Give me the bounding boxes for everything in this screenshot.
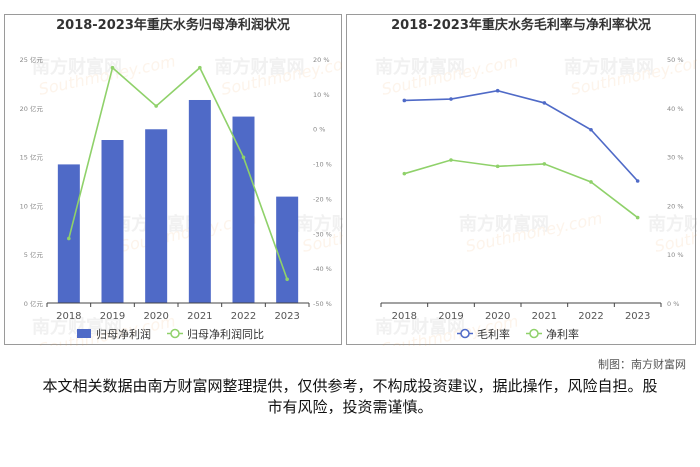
watermark-text: 南方财富网 bbox=[32, 316, 122, 338]
x-tick-label: 2018 bbox=[392, 311, 417, 322]
legend-label: 毛利率 bbox=[477, 327, 510, 341]
x-tick-label: 2022 bbox=[578, 311, 603, 322]
x-tick-label: 2023 bbox=[274, 311, 299, 322]
line-point bbox=[241, 155, 246, 160]
bar bbox=[232, 116, 255, 303]
watermark-text: 南方财富网 bbox=[296, 213, 343, 235]
line-point bbox=[449, 158, 453, 162]
chart-credit: 制图：南方财富网 bbox=[598, 358, 686, 371]
line-point bbox=[495, 164, 500, 169]
right-axis-tick-label: 50 % bbox=[667, 56, 684, 64]
bar bbox=[57, 164, 80, 303]
line-point bbox=[198, 65, 202, 70]
right-axis-tick-label: 0 % bbox=[313, 126, 325, 134]
right-axis-tick-label: 10 % bbox=[313, 91, 330, 99]
line-point bbox=[154, 104, 158, 108]
series-line bbox=[404, 89, 639, 182]
left-axis-tick-label: 5 亿元 bbox=[24, 250, 44, 259]
right-axis-tick-label: 10 % bbox=[667, 251, 684, 259]
x-tick-label: 2019 bbox=[100, 311, 125, 322]
right-axis-tick-label: -30 % bbox=[313, 230, 332, 238]
x-tick-label: 2023 bbox=[625, 311, 650, 322]
line-point bbox=[542, 162, 547, 166]
line-point bbox=[635, 179, 640, 183]
right-chart-panel: 2018-2023年重庆水务毛利率与净利率状况 南方财富网 Southmoney.… bbox=[346, 14, 697, 346]
left-axis-tick-label: 15 亿元 bbox=[20, 153, 44, 162]
line-point bbox=[67, 236, 71, 241]
right-axis-tick-label: 30 % bbox=[667, 154, 684, 162]
left-axis-tick-label: 10 亿元 bbox=[20, 201, 44, 210]
left-chart-panel: 2018-2023年重庆水务归母净利润状况 南方财富网 Southmoney.co… bbox=[4, 14, 343, 346]
watermark-text: 南方财富网 bbox=[375, 56, 465, 78]
bar bbox=[188, 99, 211, 303]
left-axis-tick-label: 20 亿元 bbox=[20, 104, 44, 113]
x-tick-label: 2020 bbox=[485, 311, 510, 322]
right-axis-tick-label: 20 % bbox=[313, 56, 330, 64]
legend-label: 归母净利润同比 bbox=[187, 327, 264, 341]
watermark-text: 南方财富网 bbox=[215, 56, 305, 78]
line-point bbox=[635, 215, 640, 220]
right-axis-tick-label: 40 % bbox=[667, 105, 684, 113]
right-axis-tick-label: -20 % bbox=[313, 195, 332, 203]
line-point bbox=[495, 88, 500, 93]
x-tick-label: 2021 bbox=[187, 311, 212, 322]
line-point bbox=[110, 65, 115, 70]
watermark-text: 南方财富网 bbox=[459, 213, 549, 235]
series-line bbox=[68, 66, 288, 280]
right-axis-tick-label: -50 % bbox=[313, 300, 332, 308]
legend-swatch bbox=[170, 328, 180, 339]
bar bbox=[101, 140, 124, 303]
right-axis-tick-label: -10 % bbox=[313, 161, 332, 169]
bar bbox=[145, 129, 168, 303]
bar bbox=[276, 196, 299, 303]
line-point bbox=[542, 101, 547, 105]
line-point bbox=[589, 127, 593, 132]
watermark-text: 南方财富网 bbox=[564, 56, 654, 78]
right-axis-tick-label: 20 % bbox=[667, 202, 684, 210]
x-tick-label: 2019 bbox=[438, 311, 463, 322]
line-point bbox=[402, 98, 407, 103]
watermark-text: 南方财富网 bbox=[648, 213, 697, 235]
legend-label: 净利率 bbox=[546, 327, 579, 341]
line-point bbox=[285, 277, 289, 282]
watermark-text: 南方财富网 bbox=[32, 56, 122, 78]
disclaimer-text: 本文相关数据由南方财富网整理提供，仅供参考，不构成投资建议，据此操作，风险自担。… bbox=[42, 377, 658, 416]
x-tick-label: 2018 bbox=[56, 311, 81, 322]
right-axis-tick-label: -40 % bbox=[313, 265, 332, 273]
x-tick-label: 2020 bbox=[143, 311, 168, 322]
chart-title: 2018-2023年重庆水务归母净利润状况 bbox=[56, 18, 290, 33]
left-axis-tick-label: 25 亿元 bbox=[20, 55, 44, 64]
line-point bbox=[449, 97, 453, 101]
watermark-text: 南方财富网 bbox=[375, 316, 465, 338]
legend-swatch bbox=[529, 328, 539, 339]
right-axis-tick-label: 0 % bbox=[667, 300, 679, 308]
chart-title: 2018-2023年重庆水务毛利率与净利率状况 bbox=[391, 18, 651, 33]
legend-swatch bbox=[77, 329, 91, 338]
legend-label: 归母净利润 bbox=[96, 327, 151, 341]
left-axis-tick-label: 0 亿元 bbox=[24, 299, 44, 308]
line-point bbox=[589, 180, 593, 184]
x-tick-label: 2021 bbox=[532, 311, 557, 322]
line-point bbox=[402, 171, 407, 176]
series-line bbox=[404, 159, 639, 219]
x-tick-label: 2022 bbox=[231, 311, 256, 322]
legend-swatch bbox=[460, 328, 470, 339]
left-chart-svg: 南方财富网Southmoney.com南方财富网Southmoney.com南方… bbox=[20, 51, 343, 346]
